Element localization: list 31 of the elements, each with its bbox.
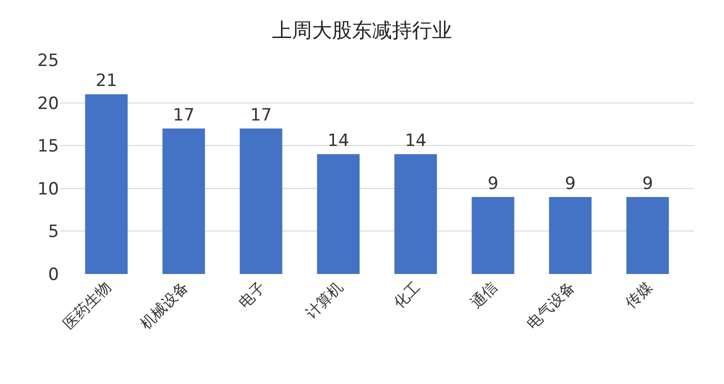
y-tick-label: 25 [37, 50, 59, 71]
x-tick-label: 电子 [235, 278, 270, 312]
x-tick-label: 传媒 [622, 278, 656, 312]
bar [394, 154, 437, 274]
y-tick-label: 0 [48, 264, 59, 285]
y-tick-label: 5 [48, 222, 59, 242]
bar [317, 154, 360, 274]
bar [626, 196, 669, 274]
y-tick-label: 15 [37, 136, 59, 157]
bar [472, 196, 514, 274]
x-tick-label: 计算机 [302, 278, 346, 322]
x-tick-label: 电气设备 [523, 278, 578, 334]
y-tick-label: 10 [37, 179, 59, 200]
chart-title: 上周大股东减持行业 [272, 18, 452, 42]
data-label: 14 [404, 131, 426, 152]
x-tick-label: 化工 [390, 278, 424, 312]
data-label: 9 [642, 174, 654, 194]
bar [85, 94, 128, 274]
data-label: 21 [96, 71, 118, 92]
data-label: 14 [328, 131, 350, 152]
data-label: 17 [172, 105, 195, 126]
bar [240, 128, 282, 274]
x-tick-label: 通信 [467, 278, 502, 312]
x-tick-label: 机械设备 [136, 278, 192, 334]
data-label: 9 [488, 174, 498, 194]
bar [549, 196, 592, 274]
x-tick-label: 医药生物 [59, 278, 115, 334]
data-label: 17 [250, 105, 272, 126]
data-label: 9 [564, 174, 576, 194]
bar [162, 128, 205, 274]
y-tick-label: 20 [37, 94, 59, 114]
